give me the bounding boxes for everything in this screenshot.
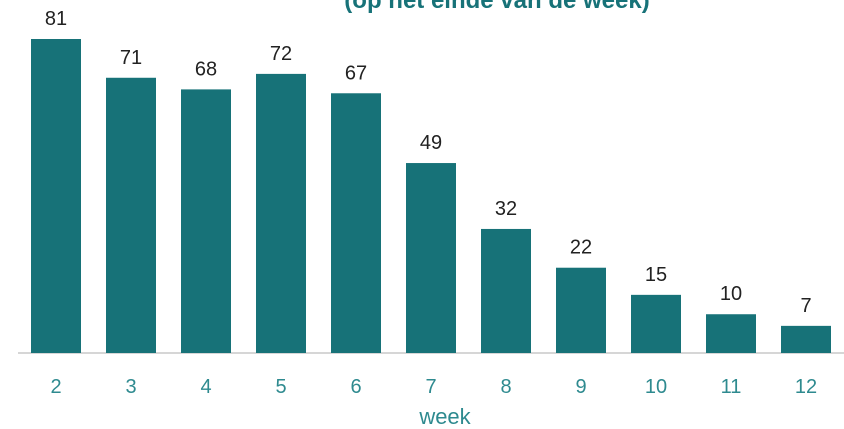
bar — [106, 77, 156, 353]
x-tick-label: 5 — [275, 376, 286, 398]
x-tick-label: 2 — [50, 376, 61, 398]
x-tick-label: 3 — [125, 376, 136, 398]
bar — [31, 39, 81, 353]
x-axis-label: week — [418, 404, 471, 429]
x-tick-label: 9 — [575, 376, 586, 398]
bar — [406, 163, 456, 353]
data-label: 68 — [195, 58, 217, 80]
data-label: 49 — [420, 132, 442, 154]
x-tick-label: 7 — [425, 376, 436, 398]
x-tick-label: 12 — [795, 376, 817, 398]
bar — [556, 267, 606, 353]
data-label: 67 — [345, 62, 367, 84]
data-label: 71 — [120, 47, 142, 69]
data-label: 10 — [720, 283, 742, 305]
bar — [631, 294, 681, 353]
data-label: 72 — [270, 43, 292, 65]
x-tick-label: 4 — [200, 376, 211, 398]
x-tick-label: 8 — [500, 376, 511, 398]
chart-subtitle: (op het einde van de week) — [344, 0, 649, 14]
x-tick-label: 11 — [721, 376, 742, 398]
bar — [331, 93, 381, 353]
data-label: 15 — [645, 264, 667, 286]
x-tick-label: 6 — [350, 376, 361, 398]
bar — [706, 314, 756, 353]
bar — [781, 325, 831, 353]
bar — [481, 228, 531, 353]
data-label: 22 — [570, 237, 592, 259]
data-label: 7 — [800, 295, 811, 317]
data-label: 32 — [495, 198, 517, 220]
bar — [181, 89, 231, 353]
data-label: 81 — [45, 8, 67, 30]
bar — [256, 73, 306, 353]
x-tick-label: 10 — [645, 376, 667, 398]
